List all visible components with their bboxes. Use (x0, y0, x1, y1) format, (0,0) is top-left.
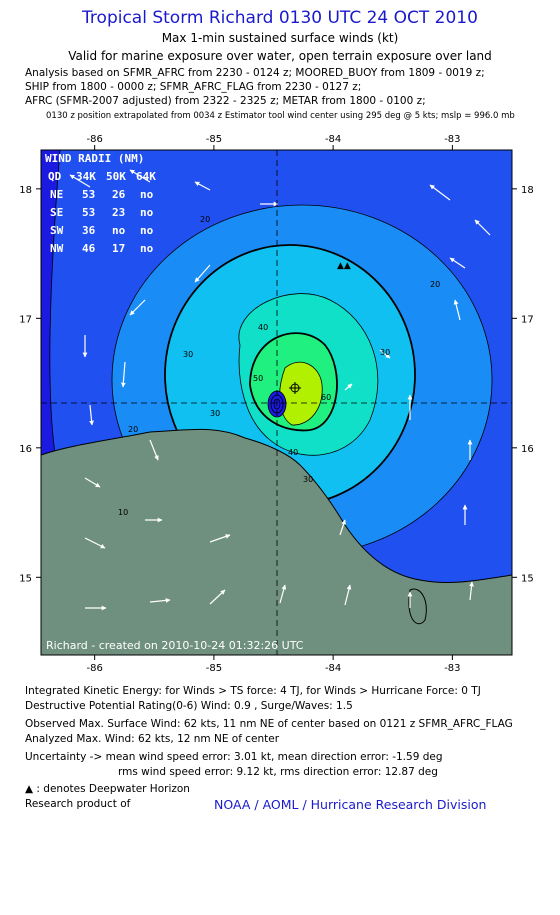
contour-label: 40 (258, 323, 268, 332)
x-tick-label: -84 (325, 663, 341, 674)
contour-labels: 10 20 20 20 30 30 30 30 40 40 50 60 (118, 215, 440, 517)
axes: -86 -86 -85 -85 -84 -84 -83 -83 18 18 17 17 16 16 15 15 (19, 134, 533, 674)
noaa-credit-link[interactable]: NOAA / AOML / Hurricane Research Divisio… (214, 797, 487, 812)
chart-title: Tropical Storm Richard 0130 UTC 24 OCT 2… (82, 8, 478, 28)
x-tick-label: -84 (325, 134, 341, 145)
footer-analyzed-max: Analyzed Max. Wind: 62 kts, 12 nm NE of … (25, 733, 280, 745)
contour-label: 20 (128, 425, 138, 434)
x-tick-label: -83 (444, 663, 460, 674)
x-tick-label: -83 (444, 134, 460, 145)
deepwater-horizon-marker: ▲▲ (337, 261, 351, 271)
wind-radii-row-nw: NW 46 17 no (50, 242, 154, 255)
wind-radii-title: WIND RADII (NM) (45, 152, 144, 165)
contour-label: 50 (253, 374, 263, 383)
contour-label: 30 (183, 350, 193, 359)
wind-analysis-map: 10 20 20 20 30 30 30 30 40 40 50 60 ▲▲ W… (19, 134, 533, 674)
wind-radii-row-sw: SW 36 no no (50, 224, 154, 237)
y-tick-label: 15 (521, 573, 534, 584)
footer-legend: ▲ : denotes Deepwater Horizon (25, 783, 190, 795)
coastline (41, 428, 512, 655)
contour-label: 10 (118, 508, 128, 517)
x-tick-label: -85 (206, 134, 222, 145)
footer-rms: rms wind speed error: 9.12 kt, rms direc… (118, 766, 438, 778)
y-tick-label: 18 (19, 185, 32, 196)
deepwater-horizon-icon: ▲ (25, 783, 34, 795)
y-tick-label: 15 (19, 573, 32, 584)
analysis-line: SHIP from 1800 - 0000 z; SFMR_AFRC_FLAG … (25, 81, 362, 93)
footer-research: Research product of (25, 798, 131, 810)
y-tick-label: 16 (521, 444, 534, 455)
x-tick-label: -86 (86, 663, 102, 674)
analysis-line: AFRC (SFMR-2007 adjusted) from 2322 - 23… (25, 95, 426, 107)
contour-label: 30 (380, 348, 390, 357)
wind-radii-table: WIND RADII (NM) QD 34K 50K 64K NE 53 26 … (45, 152, 156, 255)
position-note: 0130 z position extrapolated from 0034 z… (46, 111, 515, 121)
plot-frame (40, 149, 513, 656)
contour-label: 40 (288, 448, 298, 457)
y-tick-label: 17 (19, 314, 32, 325)
band-above-60 (279, 362, 323, 426)
plot-area: 10 20 20 20 30 30 30 30 40 40 50 60 ▲▲ (41, 150, 512, 655)
y-tick-label: 17 (521, 314, 534, 325)
wind-radii-row-se: SE 53 23 no (50, 206, 154, 219)
contour-label: 20 (200, 215, 210, 224)
y-tick-label: 18 (521, 185, 534, 196)
footer-dpr: Destructive Potential Rating(0-6) Wind: … (25, 700, 353, 712)
footer-uncertainty: Uncertainty -> mean wind speed error: 3.… (25, 751, 443, 763)
contour-label: 30 (303, 475, 313, 484)
contour-label: 20 (430, 280, 440, 289)
analysis-line: Analysis based on SFMR_AFRC from 2230 - … (25, 67, 485, 79)
x-tick-label: -86 (86, 134, 102, 145)
wind-radii-header: QD 34K 50K 64K (48, 170, 156, 183)
wind-vectors (69, 169, 491, 611)
created-label: Richard - created on 2010-10-24 01:32:26… (46, 639, 304, 652)
max-wind-marker (289, 382, 301, 394)
footer-ike: Integrated Kinetic Energy: for Winds > T… (25, 685, 481, 697)
chart-subtitle: Max 1-min sustained surface winds (kt) (161, 31, 399, 45)
wind-radii-row-ne: NE 53 26 no (50, 188, 154, 201)
footer-observed-max: Observed Max. Surface Wind: 62 kts, 11 n… (25, 718, 513, 730)
contour-label: 30 (210, 409, 220, 418)
x-tick-label: -85 (206, 663, 222, 674)
contour-label: 60 (321, 393, 331, 402)
y-tick-label: 16 (19, 444, 32, 455)
footer-legend-text: : denotes Deepwater Horizon (36, 783, 190, 795)
chart-subtitle-validity: Valid for marine exposure over water, op… (68, 49, 492, 63)
